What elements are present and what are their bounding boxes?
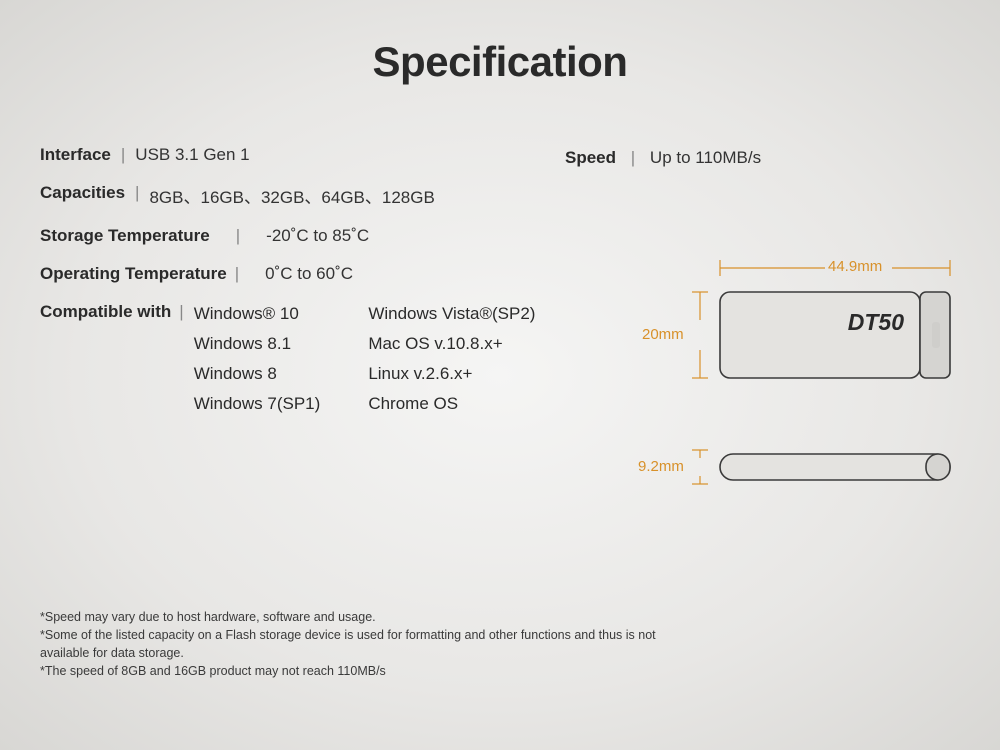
- divider: |: [235, 264, 239, 284]
- compat-item: Windows 7(SP1): [194, 394, 321, 414]
- spec-list: Interface | USB 3.1 Gen 1 Capacities | 8…: [40, 145, 620, 432]
- product-diagram: DT50 44.9mm 20mm 9.2mm: [630, 250, 970, 530]
- spec-storage-temp: Storage Temperature | -20˚C to 85˚C: [40, 226, 620, 246]
- spec-interface-label: Interface: [40, 145, 111, 165]
- page-title: Specification: [0, 0, 1000, 86]
- footnote: *Some of the listed capacity on a Flash …: [40, 626, 660, 662]
- spec-operating-temp-value: 0˚C to 60˚C: [265, 264, 353, 284]
- compat-item: Windows® 10: [194, 304, 321, 324]
- divider: |: [121, 145, 125, 165]
- compat-col-2: Windows Vista®(SP2) Mac OS v.10.8.x+ Lin…: [368, 304, 535, 414]
- footnotes: *Speed may vary due to host hardware, so…: [40, 608, 660, 681]
- spec-interface-value: USB 3.1 Gen 1: [135, 145, 249, 165]
- spec-capacities-label: Capacities: [40, 183, 125, 203]
- divider: |: [179, 302, 183, 322]
- spec-compatible: Compatible with | Windows® 10 Windows 8.…: [40, 302, 620, 414]
- compat-item: Mac OS v.10.8.x+: [368, 334, 535, 354]
- compat-col-1: Windows® 10 Windows 8.1 Windows 8 Window…: [194, 304, 321, 414]
- divider: |: [631, 148, 635, 167]
- compat-item: Linux v.2.6.x+: [368, 364, 535, 384]
- spec-compatible-label: Compatible with: [40, 302, 171, 322]
- spec-storage-temp-value: -20˚C to 85˚C: [266, 226, 369, 246]
- spec-capacities: Capacities | 8GB、16GB、32GB、64GB、128GB: [40, 183, 620, 208]
- compat-item: Windows 8.1: [194, 334, 321, 354]
- product-label-text: DT50: [848, 309, 904, 335]
- footnote: *The speed of 8GB and 16GB product may n…: [40, 662, 660, 680]
- divider: |: [135, 183, 139, 203]
- spec-operating-temp-label: Operating Temperature: [40, 264, 227, 284]
- dim-thickness: 9.2mm: [638, 458, 684, 475]
- compat-item: Chrome OS: [368, 394, 535, 414]
- spec-speed-value: Up to 110MB/s: [650, 148, 761, 167]
- spec-operating-temp: Operating Temperature | 0˚C to 60˚C: [40, 264, 620, 284]
- compat-item: Windows Vista®(SP2): [368, 304, 535, 324]
- dim-width: 44.9mm: [828, 258, 882, 275]
- divider: |: [236, 226, 240, 246]
- footnote: *Speed may vary due to host hardware, so…: [40, 608, 660, 626]
- compat-item: Windows 8: [194, 364, 321, 384]
- spec-capacities-value: 8GB、16GB、32GB、64GB、128GB: [149, 183, 434, 208]
- spec-storage-temp-label: Storage Temperature: [40, 226, 210, 246]
- dim-height: 20mm: [642, 326, 684, 343]
- spec-interface: Interface | USB 3.1 Gen 1: [40, 145, 620, 165]
